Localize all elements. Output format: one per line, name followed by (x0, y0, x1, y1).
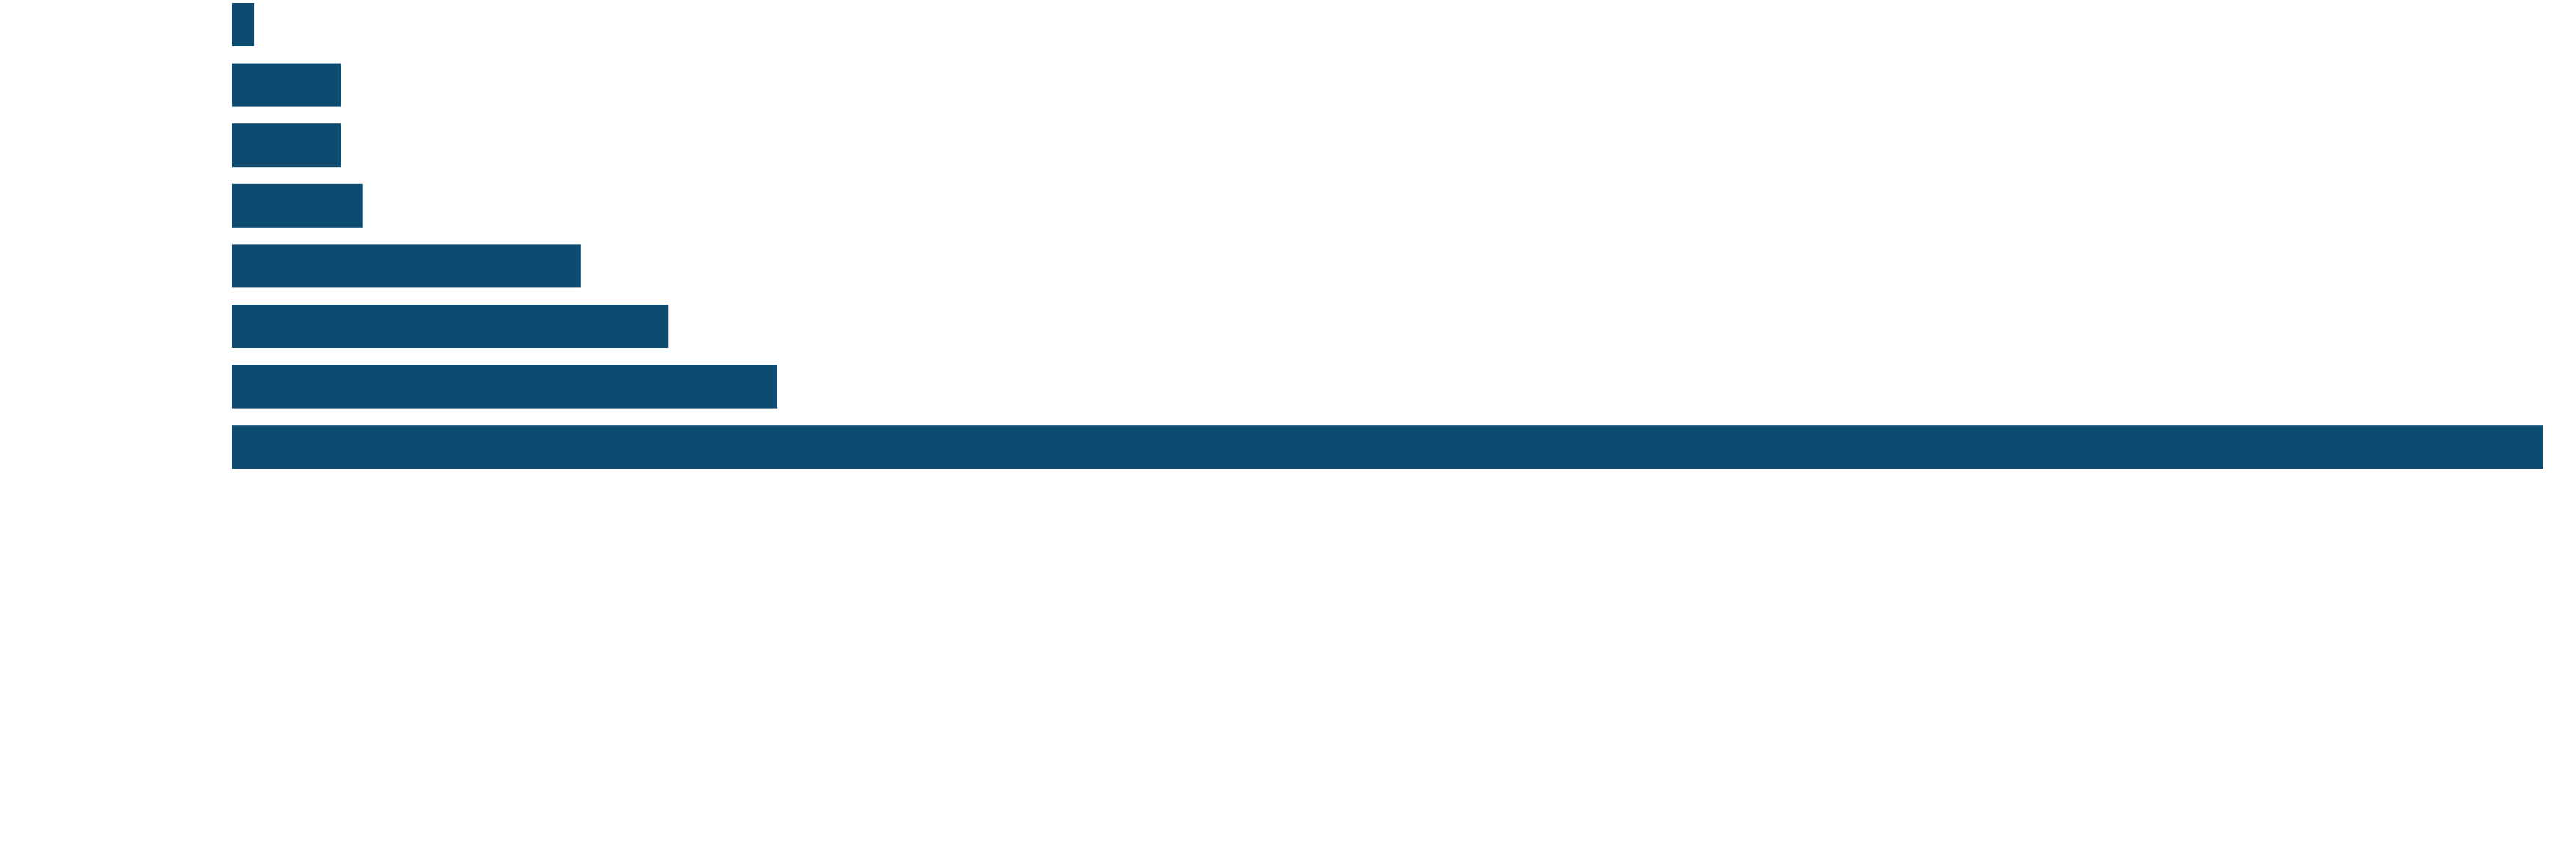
bar (232, 305, 669, 348)
bar (232, 183, 363, 228)
bar (232, 244, 581, 288)
bar (232, 123, 341, 168)
bar (232, 365, 777, 409)
bar (232, 425, 2543, 469)
bar (232, 3, 255, 46)
bar (232, 63, 341, 107)
